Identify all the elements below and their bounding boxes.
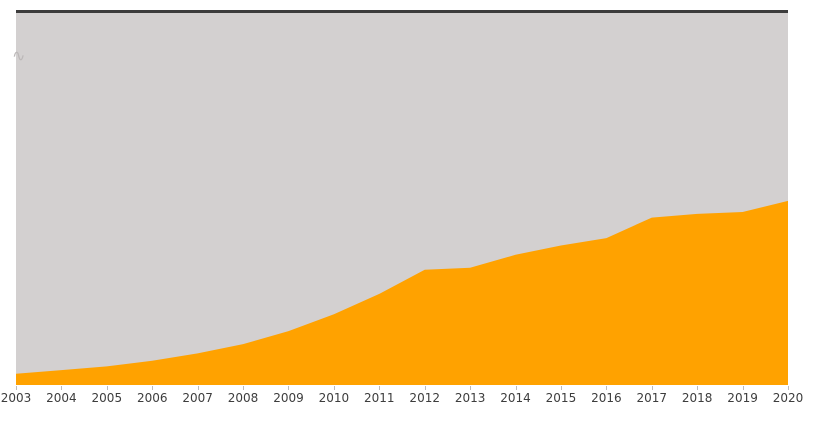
x-axis-label: 2020 [772, 391, 804, 405]
x-axis-label: 2011 [364, 391, 395, 405]
x-axis-tick [16, 386, 17, 390]
x-axis: 2003 2004 2005 2006 2007 2008 2009 2010 2011 2012… [0, 386, 820, 412]
x-axis-label: 2016 [591, 391, 622, 405]
x-axis-label: 2014 [500, 391, 531, 405]
plot-area [16, 10, 788, 385]
x-axis-label: 2008 [227, 391, 259, 405]
x-axis-label: 2012 [409, 391, 440, 405]
x-axis-tick [560, 386, 562, 390]
x-axis-tick [379, 386, 381, 390]
x-axis-label: 2019 [727, 391, 758, 405]
x-axis-label: 2015 [545, 391, 577, 405]
x-axis-label: 2010 [318, 391, 350, 405]
x-axis-tick [651, 386, 653, 390]
x-axis-label: 2018 [681, 391, 713, 405]
x-axis-tick [197, 386, 199, 390]
x-axis-tick [742, 386, 744, 390]
x-axis-tick [606, 386, 608, 390]
x-axis-tick [243, 386, 245, 390]
squiggle-icon: ∿ [12, 46, 26, 65]
x-axis-tick [106, 386, 108, 390]
x-axis-tick [697, 386, 699, 390]
x-axis-label: 2013 [454, 391, 486, 405]
area-series [16, 200, 788, 385]
x-axis-tick [515, 386, 517, 390]
x-axis-tick [424, 386, 426, 390]
x-axis-tick [788, 386, 789, 390]
x-axis-tick [288, 386, 290, 390]
x-axis-label: 2006 [136, 391, 168, 405]
x-axis-tick [61, 386, 63, 390]
x-axis-tick [152, 386, 154, 390]
x-axis-label: 2003 [0, 391, 32, 405]
x-axis-label: 2009 [273, 391, 304, 405]
x-axis-label: 2007 [182, 391, 213, 405]
x-axis-label: 2004 [46, 391, 77, 405]
x-axis-label: 2005 [91, 391, 123, 405]
x-axis-tick [333, 386, 335, 390]
x-axis-tick [470, 386, 472, 390]
x-axis-label: 2017 [636, 391, 668, 405]
